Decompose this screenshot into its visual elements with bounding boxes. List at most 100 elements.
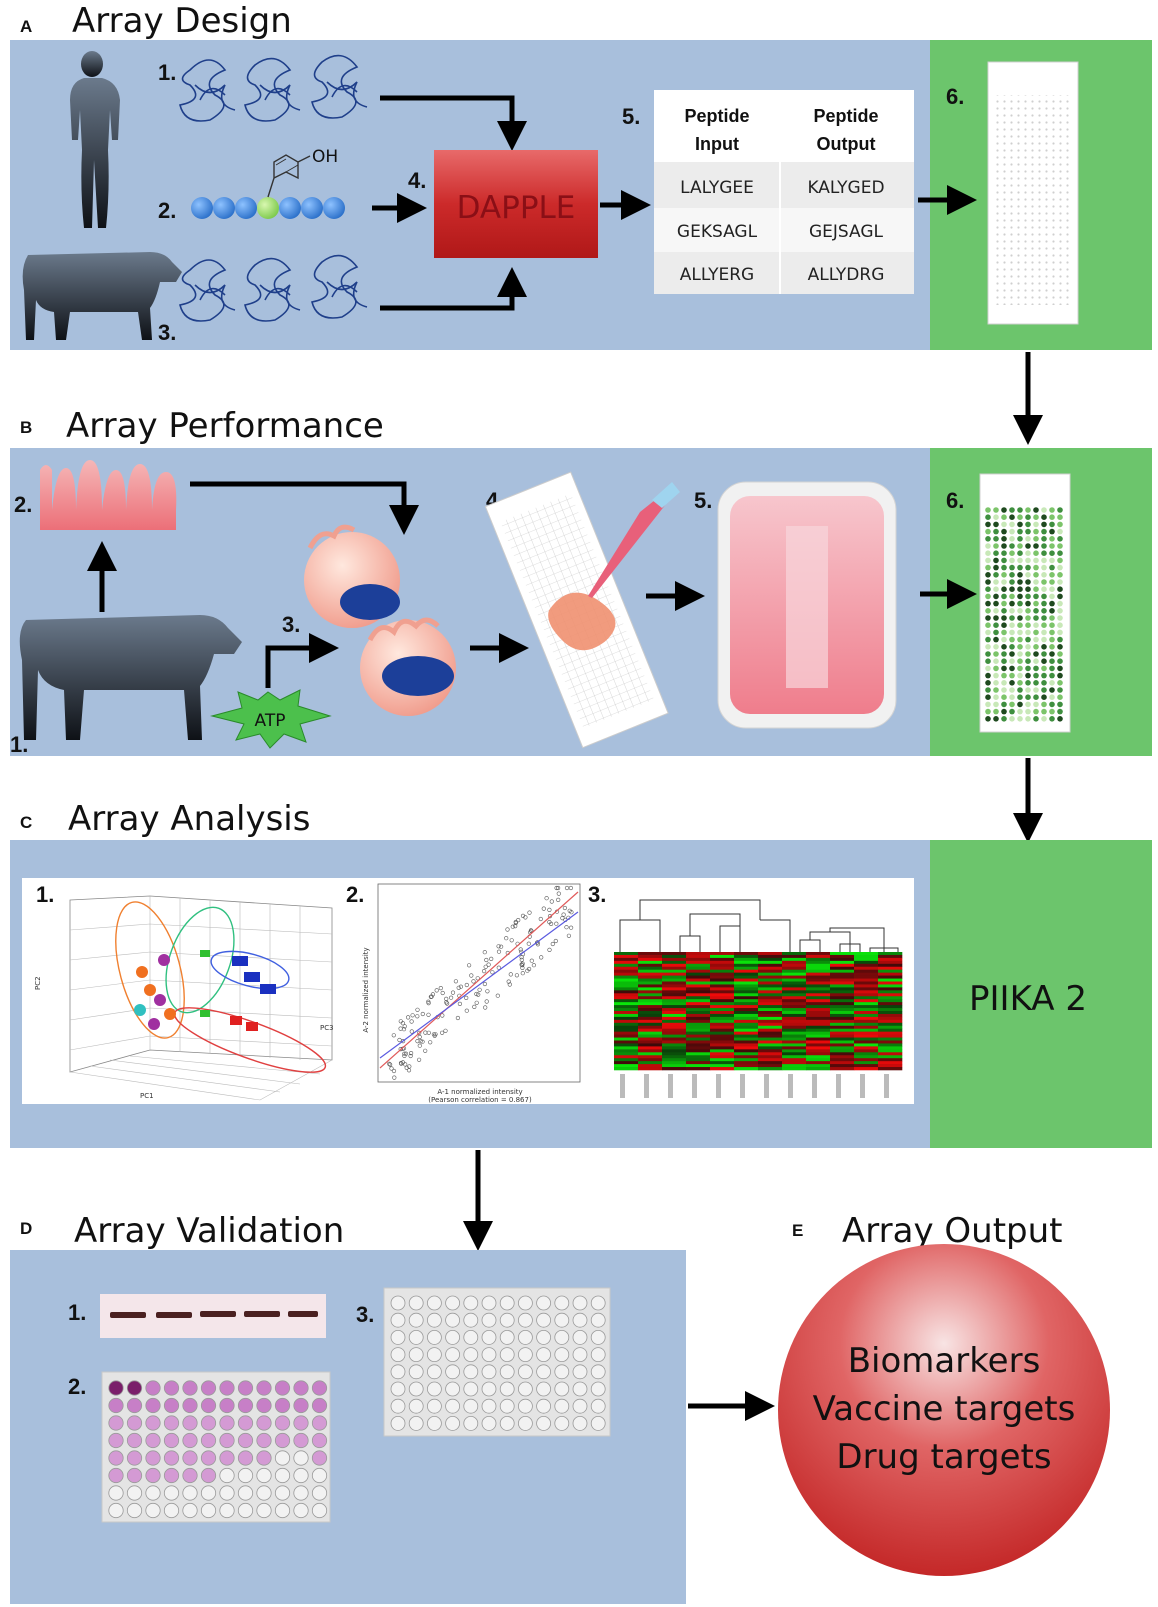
heatmap-cell [782,957,807,962]
heatmap-cell [638,1019,663,1024]
blank-well [463,1364,479,1380]
heatmap-cell [854,975,879,979]
scatter-point [568,885,574,891]
elisa-well [311,1450,328,1466]
heatmap-cell [878,966,903,970]
array-spot [1033,507,1039,513]
heatmap-cell [878,1008,903,1012]
array-spot [1057,680,1063,686]
scatter-point [430,992,436,997]
heatmap-cell [854,1008,879,1012]
array-spot [1057,608,1063,614]
heatmap-cell [662,1019,687,1024]
blank-well [408,1347,424,1362]
heatmap-cell [662,996,687,1000]
heatmap-cell [854,1061,879,1065]
heatmap-cell [854,993,879,997]
section-b-title: Array Performance [66,406,384,446]
heatmap-cell [686,1040,711,1044]
heatmap-cell [854,969,879,973]
blank-well [463,1347,479,1362]
peptide-table: Peptide Input Peptide Output LALYGEE KAL… [654,90,914,294]
heatmap-cell [686,984,711,988]
heatmap-cell [710,957,735,962]
validation-step-3: 3. [356,1302,374,1327]
elisa-well [200,1432,217,1449]
scatter-point [402,1053,407,1058]
elisa-well [219,1415,235,1431]
array-spot [1001,644,1007,650]
heatmap-cell [614,993,639,997]
array-spot [1057,521,1063,528]
array-spot [1017,716,1023,722]
heatmap-cell [782,1055,807,1059]
scatter-point [417,1030,422,1035]
heatmap-sample-label [620,1074,625,1098]
heatmap-cell [734,969,759,973]
heatmap-cell [734,1002,759,1006]
heatmap-cell [662,966,687,970]
blank-well [481,1416,497,1431]
heatmap-cell [758,1013,783,1018]
heatmap-cell [638,1040,663,1044]
heatmap-cell [782,969,807,973]
analysis-step-2: 2. [346,882,364,907]
section-a-title: Array Design [72,1,292,41]
scatter-point [434,988,439,993]
heatmap-cell [878,1016,903,1021]
heatmap-cell [710,1013,735,1018]
heatmap-cell [854,1040,879,1044]
array-spot [1057,550,1063,556]
cell-vesicles-icon [304,524,456,716]
array-spot [1057,507,1063,513]
scatter-point [445,1001,450,1006]
elisa-well [274,1432,291,1449]
blank-well [445,1364,461,1380]
array-spot [1049,586,1055,592]
blank-well [408,1364,424,1380]
blank-well [426,1347,442,1362]
elisa-well [274,1397,291,1414]
scatter-point [482,981,488,987]
heatmap-cell [614,1037,639,1041]
section-b: B Array Performance 2. 1. ATP 3. [10,406,1152,757]
array-spot [985,543,991,549]
heatmap-cell [638,1025,663,1029]
heatmap-cell [854,1005,879,1009]
section-b-letter: B [20,418,32,437]
analysis-step-3: 3. [588,882,606,907]
heatmap-cell [734,978,759,982]
heatmap-cell [686,1034,711,1038]
heatmap-cell [686,1022,711,1027]
heatmap-cell [710,1019,735,1024]
elisa-well [163,1380,180,1396]
output-item: Biomarkers [848,1341,1041,1381]
elisa-well [237,1380,254,1396]
hydroxyl-label: OH [312,147,338,167]
scatter-point [547,913,553,919]
heatmap-cell [734,1067,759,1071]
array-spot [993,579,999,585]
scatter-point [556,897,561,903]
array-spot [993,521,999,528]
heatmap-cell [758,1034,783,1038]
heatmap-cell [782,1011,807,1015]
heatmap-cell [710,1064,735,1068]
section-c-letter: C [20,813,32,832]
blank-well [445,1312,461,1328]
heatmap-cell [758,1008,783,1012]
heatmap-cell [710,1002,735,1006]
blank-well [408,1330,424,1345]
blank-well [481,1295,497,1311]
array-spot [1041,543,1047,549]
blank-well [590,1295,606,1311]
heatmap-cell [734,1049,759,1053]
array-spot [1001,636,1007,643]
heatmap-cell [638,963,663,968]
blank-well [572,1295,588,1311]
array-spot [985,615,991,621]
heatmap-cell [782,981,807,985]
heatmap-cell [878,1064,903,1068]
heatmap-cell [686,1067,711,1071]
heatmap-cell [710,993,735,997]
